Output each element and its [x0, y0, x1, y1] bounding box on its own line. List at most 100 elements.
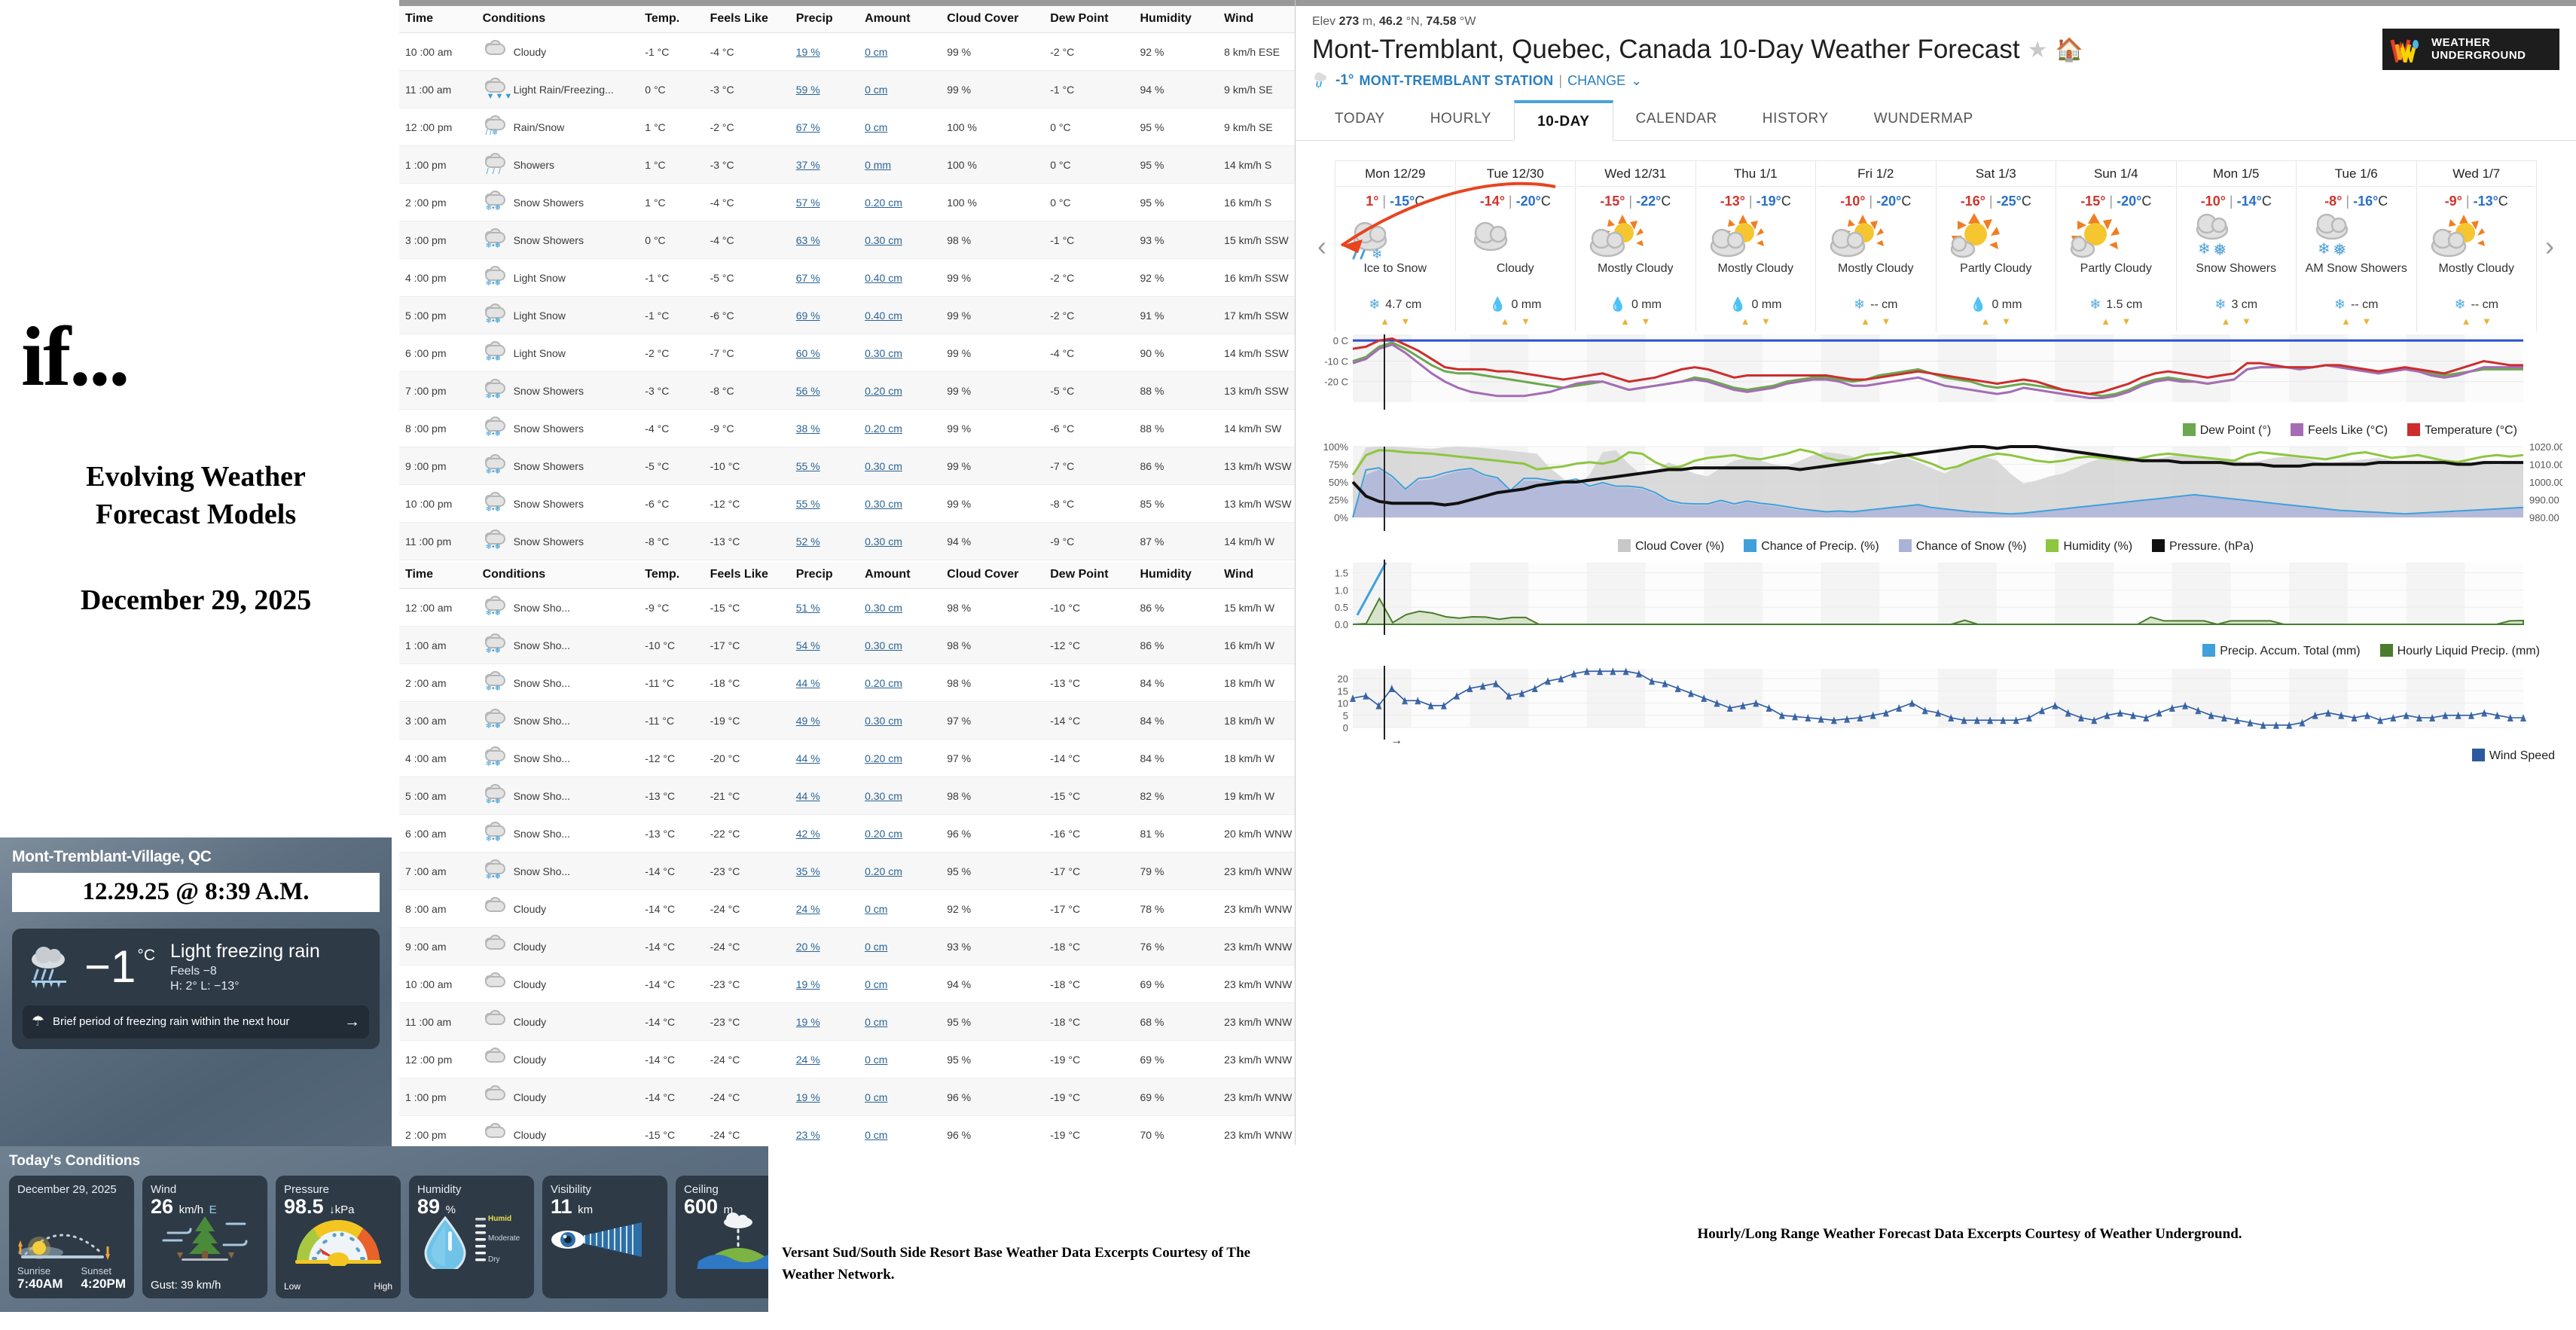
- cell-amount-link[interactable]: 0.20 cm: [865, 384, 902, 397]
- tab-wundermap[interactable]: WUNDERMAP: [1873, 111, 1973, 127]
- table-row[interactable]: 10 :00 am Cloudy -14 °C -23 °C 19 % 0 cm 94 % -…: [399, 965, 1295, 1003]
- chevron-down-icon[interactable]: ⌄: [1631, 72, 1643, 88]
- condition-card-sunrise-sunset[interactable]: December 29, 2025 Sunrise 7:40AM Sunset …: [9, 1176, 134, 1298]
- cell-precip[interactable]: 52 %: [792, 522, 862, 560]
- cell-amount-link[interactable]: 0 cm: [865, 902, 888, 915]
- cell-amount-link[interactable]: 0 cm: [865, 1015, 888, 1028]
- day-column[interactable]: Mon 1/5 -10° | -14°C ❄ ❅ Snow Showers ❄ 3 cm ▲ …: [2177, 161, 2297, 331]
- cell-precip[interactable]: 55 %: [792, 484, 862, 523]
- cell-amount-link[interactable]: 0.30 cm: [865, 346, 902, 359]
- cell-amount-link[interactable]: 0 cm: [865, 1053, 888, 1066]
- table-row[interactable]: 11 :00 am Cloudy -14 °C -23 °C 19 % 0 cm 95 % -…: [399, 1002, 1295, 1041]
- day-column[interactable]: Fri 1/2 -10° | -20°C Mostly Cloudy ❄ -- cm ▲ …: [1816, 161, 1937, 331]
- cell-precip-link[interactable]: 19 %: [795, 1091, 820, 1103]
- cell-precip-link[interactable]: 44 %: [795, 752, 820, 764]
- table-row[interactable]: 6 :00 am ❄•❅ Snow Sho... -13 °C -22 °C 42 % 0.…: [399, 814, 1295, 853]
- home-icon[interactable]: 🏠: [2055, 37, 2083, 63]
- day-column[interactable]: Sat 1/3 -16° | -25°C Partly Cloudy 💧 0 mm ▲ ▼: [1937, 161, 2056, 331]
- cell-precip-link[interactable]: 19 %: [795, 45, 820, 58]
- cell-amount-link[interactable]: 0.20 cm: [865, 752, 902, 764]
- table-row[interactable]: 12 :00 pm Cloudy -14 °C -24 °C 24 % 0 cm 95 % -…: [399, 1040, 1295, 1078]
- legend-item[interactable]: Chance of Snow (%): [1898, 539, 2026, 554]
- chevron-left-icon[interactable]: ‹: [1317, 230, 1326, 261]
- cell-precip-link[interactable]: 51 %: [795, 601, 820, 614]
- cell-amount-link[interactable]: 0.20 cm: [865, 196, 902, 209]
- day-column[interactable]: Tue 12/30 -14° | -20°C Cloudy 💧 0 mm ▲ ▼: [1456, 161, 1576, 331]
- cell-precip[interactable]: 19 %: [792, 965, 862, 1003]
- cell-precip-link[interactable]: 35 %: [795, 865, 820, 877]
- table-row[interactable]: 4 :00 am ❄•❅ Snow Sho... -12 °C -20 °C 44 % 0.…: [399, 739, 1295, 777]
- cell-precip-link[interactable]: 19 %: [795, 978, 820, 990]
- cell-precip[interactable]: 49 %: [792, 701, 862, 740]
- cell-precip[interactable]: 67 %: [792, 108, 862, 146]
- cell-precip-link[interactable]: 19 %: [795, 1015, 820, 1028]
- cell-precip[interactable]: 19 %: [792, 1078, 862, 1116]
- cell-amount[interactable]: 0.30 cm: [862, 221, 945, 259]
- legend-item[interactable]: Dew Point (°): [2182, 423, 2271, 438]
- cell-precip-link[interactable]: 20 %: [795, 940, 820, 953]
- table-row[interactable]: 5 :00 pm ❄•❅ Light Snow -1 °C -6 °C 69 % 0.40 …: [399, 296, 1295, 334]
- table-row[interactable]: 3 :00 am ❄•❅ Snow Sho... -11 °C -19 °C 49 % 0.…: [399, 701, 1295, 740]
- table-row[interactable]: 8 :00 pm ❄•❅ Snow Showers -4 °C -9 °C 38 % 0.2…: [399, 409, 1295, 447]
- cell-precip-link[interactable]: 67 %: [795, 271, 820, 284]
- condition-card-visibility[interactable]: Visibility 11 km: [542, 1176, 667, 1298]
- cell-precip[interactable]: 63 %: [792, 221, 862, 259]
- condition-card-ceiling[interactable]: Ceiling 600 m: [676, 1176, 768, 1298]
- cell-amount-link[interactable]: 0.20 cm: [865, 422, 902, 435]
- day-column[interactable]: Mon 12/29 1° | -15°C ❄ Ice to Snow ❄ 4.7 cm ▲ …: [1335, 161, 1456, 331]
- cell-amount[interactable]: 0 cm: [862, 927, 945, 965]
- condition-card-pressure[interactable]: Pressure 98.5 ↓kPa: [276, 1176, 401, 1298]
- cell-precip[interactable]: 44 %: [792, 776, 862, 815]
- condition-card-wind[interactable]: Wind 26 km/h E: [142, 1176, 267, 1298]
- cell-precip-link[interactable]: 63 %: [795, 233, 820, 246]
- table-row[interactable]: 12 :00 am ❄•❅ Snow Sho... -9 °C -15 °C 51 % 0.…: [399, 588, 1295, 627]
- cell-amount-link[interactable]: 0 cm: [865, 120, 888, 133]
- cell-amount[interactable]: 0 cm: [862, 1078, 945, 1116]
- table-row[interactable]: 10 :00 pm ❄•❅ Snow Showers -6 °C -12 °C 55 % 0…: [399, 484, 1295, 523]
- cell-precip[interactable]: 51 %: [792, 588, 862, 627]
- legend-item[interactable]: Cloud Cover (%): [1617, 539, 1724, 554]
- day-column[interactable]: Thu 1/1 -13° | -19°C Mostly Cloudy 💧 0 mm ▲ ▼: [1696, 161, 1816, 331]
- legend-item[interactable]: Humidity (%): [2046, 539, 2132, 554]
- cell-amount[interactable]: 0.30 cm: [862, 484, 945, 523]
- cell-amount[interactable]: 0.20 cm: [862, 739, 945, 777]
- legend-item[interactable]: Precip. Accum. Total (mm): [2202, 644, 2361, 658]
- cell-amount-link[interactable]: 0.30 cm: [865, 601, 902, 614]
- wu-tab-bar[interactable]: TODAY HOURLY 10-DAY CALENDAR HISTORY WUNDERMA…: [1296, 100, 2576, 141]
- table-row[interactable]: 1 :00 pm / / / Showers 1 °C -3 °C 37 % 0 mm 100…: [399, 145, 1295, 184]
- cell-amount[interactable]: 0 cm: [862, 889, 945, 928]
- cell-precip-link[interactable]: 44 %: [795, 789, 820, 802]
- cell-amount[interactable]: 0.20 cm: [862, 663, 945, 702]
- cell-precip-link[interactable]: 23 %: [795, 1128, 820, 1141]
- cell-amount[interactable]: 0.20 cm: [862, 409, 945, 447]
- legend-item[interactable]: Chance of Precip. (%): [1744, 539, 1879, 554]
- cell-precip[interactable]: 44 %: [792, 663, 862, 702]
- table-row[interactable]: 2 :00 am ❄•❅ Snow Sho... -11 °C -18 °C 44 % 0.…: [399, 663, 1295, 702]
- cell-amount-link[interactable]: 0.30 cm: [865, 459, 902, 472]
- table-row[interactable]: 9 :00 pm ❄•❅ Snow Showers -5 °C -10 °C 55 % 0.…: [399, 447, 1295, 485]
- cell-amount-link[interactable]: 0 cm: [865, 940, 888, 953]
- cell-amount[interactable]: 0 cm: [862, 32, 945, 71]
- cell-amount-link[interactable]: 0.20 cm: [865, 865, 902, 877]
- cell-precip[interactable]: 23 %: [792, 1115, 862, 1145]
- cell-precip-link[interactable]: 60 %: [795, 346, 820, 359]
- hourly-tables-pane[interactable]: Time Conditions Temp. Feels Like Precip Amoun…: [399, 0, 1296, 1145]
- cell-precip[interactable]: 19 %: [792, 1002, 862, 1041]
- table-row[interactable]: 6 :00 pm ❄•❅ Light Snow -2 °C -7 °C 60 % 0.30 …: [399, 334, 1295, 372]
- cell-amount-link[interactable]: 0 cm: [865, 45, 888, 58]
- station-name[interactable]: MONT-TREMBLANT STATION: [1359, 72, 1554, 88]
- cell-amount[interactable]: 0.40 cm: [862, 258, 945, 297]
- cell-amount[interactable]: 0.30 cm: [862, 701, 945, 740]
- cell-precip[interactable]: 42 %: [792, 814, 862, 853]
- cell-precip-link[interactable]: 38 %: [795, 422, 820, 435]
- cell-precip[interactable]: 38 %: [792, 409, 862, 447]
- tab-10-day[interactable]: 10-DAY: [1514, 100, 1613, 141]
- table-row[interactable]: 5 :00 am ❄•❅ Snow Sho... -13 °C -21 °C 44 % 0.…: [399, 776, 1295, 815]
- cell-precip[interactable]: 24 %: [792, 1040, 862, 1078]
- cell-amount-link[interactable]: 0.20 cm: [865, 827, 902, 840]
- legend-item[interactable]: Pressure. (hPa): [2152, 539, 2254, 554]
- table-row[interactable]: 3 :00 pm ❄•❅ Snow Showers 0 °C -4 °C 63 % 0.30…: [399, 221, 1295, 259]
- tab-today[interactable]: TODAY: [1335, 111, 1385, 127]
- change-station-link[interactable]: CHANGE: [1567, 72, 1626, 88]
- tab-calendar[interactable]: CALENDAR: [1635, 111, 1717, 127]
